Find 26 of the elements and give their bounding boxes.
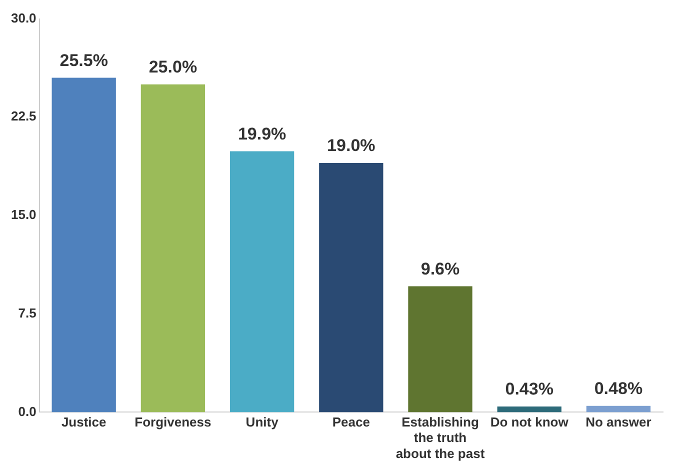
x-tick-label: Justice xyxy=(61,414,106,430)
x-tick-label: Unity xyxy=(246,414,280,430)
data-label: 9.6% xyxy=(420,260,460,278)
x-tick-label: Establishing the truth about the past xyxy=(396,414,486,461)
y-tick-label: 0.0 xyxy=(18,404,36,419)
y-tick-label: 22.5 xyxy=(10,108,36,124)
bar xyxy=(586,406,651,412)
data-label: 25.0% xyxy=(148,58,198,77)
x-tick-label: Do not know xyxy=(490,414,570,430)
bar xyxy=(408,286,472,412)
y-tick-label: 7.5 xyxy=(18,305,36,320)
x-tick-label: Peace xyxy=(332,414,370,430)
data-label: 0.48% xyxy=(594,379,643,398)
data-label: 25.5% xyxy=(60,51,108,70)
y-tick-label: 30.0 xyxy=(10,10,36,26)
y-tick-label: 15.0 xyxy=(10,207,36,222)
x-tick-label: No answer xyxy=(586,414,652,430)
x-tick-label: Forgiveness xyxy=(134,414,212,430)
data-label: 0.43% xyxy=(505,380,554,399)
bar xyxy=(230,151,294,412)
data-label: 19.9% xyxy=(238,124,286,144)
bar xyxy=(497,406,562,412)
data-label: 19.0% xyxy=(327,136,376,156)
bar xyxy=(319,163,384,412)
bar xyxy=(52,78,116,412)
bar xyxy=(140,84,206,412)
